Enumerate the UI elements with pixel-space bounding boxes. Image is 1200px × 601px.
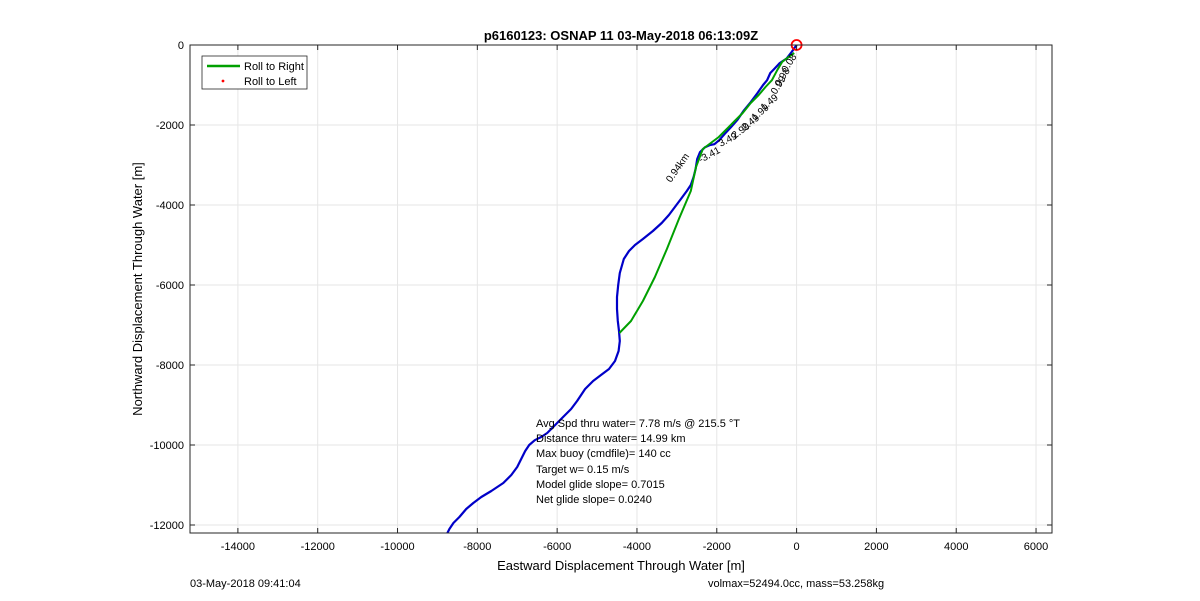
stat-max-buoy: Max buoy (cmdfile)= 140 cc (536, 448, 671, 460)
footer-vol-mass: volmax=52494.0cc, mass=53.258kg (708, 578, 885, 590)
x-axis-label: Eastward Displacement Through Water [m] (497, 558, 745, 573)
y-tick-label: -8000 (156, 360, 184, 372)
footer-timestamp: 03-May-2018 09:41:04 (190, 578, 301, 590)
x-tick-label: -6000 (543, 541, 571, 553)
legend: Roll to Right Roll to Left (201, 55, 308, 90)
x-tick-label: -10000 (380, 541, 414, 553)
glider-track-line (446, 44, 798, 534)
y-tick-label: 0 (178, 40, 184, 52)
legend-box (201, 55, 308, 90)
track-annotation: 0.94km (664, 152, 692, 185)
legend-swatch-roll-left (221, 79, 225, 83)
x-tick-label: -4000 (623, 541, 651, 553)
x-tick-label: -2000 (703, 541, 731, 553)
stat-target-w: Target w= 0.15 m/s (536, 464, 630, 476)
x-tick-label: 2000 (864, 541, 888, 553)
y-tick-label: -2000 (156, 120, 184, 132)
legend-label-roll-right: Roll to Right (244, 61, 304, 73)
legend-label-roll-left: Roll to Left (244, 76, 297, 88)
x-tick-label: -8000 (463, 541, 491, 553)
x-tick-label: 6000 (1024, 541, 1048, 553)
y-tick-label: -4000 (156, 200, 184, 212)
track-annotation: -3.41 (697, 145, 723, 166)
roll-right-line (618, 52, 795, 334)
chart-title: p6160123: OSNAP 11 03-May-2018 06:13:09Z (484, 28, 758, 43)
stat-model-glide-slope: Model glide slope= 0.7015 (536, 479, 665, 491)
x-tick-label: -14000 (221, 541, 255, 553)
stat-avg-speed: Avg Spd thru water= 7.78 m/s @ 215.5 °T (536, 418, 740, 430)
stat-net-glide-slope: Net glide slope= 0.0240 (536, 494, 652, 506)
y-tick-label: -12000 (150, 520, 184, 532)
x-tick-label: -12000 (301, 541, 335, 553)
y-tick-label: -6000 (156, 280, 184, 292)
y-axis-label: Northward Displacement Through Water [m] (130, 162, 145, 416)
plot-area-frame (189, 44, 1053, 534)
stat-distance: Distance thru water= 14.99 km (536, 433, 686, 445)
track-annotations: 0.080.980.991.491.992.492.993.49-3.410.9… (664, 52, 799, 185)
x-tick-label: 4000 (944, 541, 968, 553)
axis-ticks: -14000 -12000 -10000 -8000 -6000 -4000 -2000 0 2… (150, 40, 1052, 553)
stats-textbox: Avg Spd thru water= 7.78 m/s @ 215.5 °T … (536, 418, 740, 506)
x-tick-label: 0 (794, 541, 800, 553)
y-tick-label: -10000 (150, 440, 184, 452)
